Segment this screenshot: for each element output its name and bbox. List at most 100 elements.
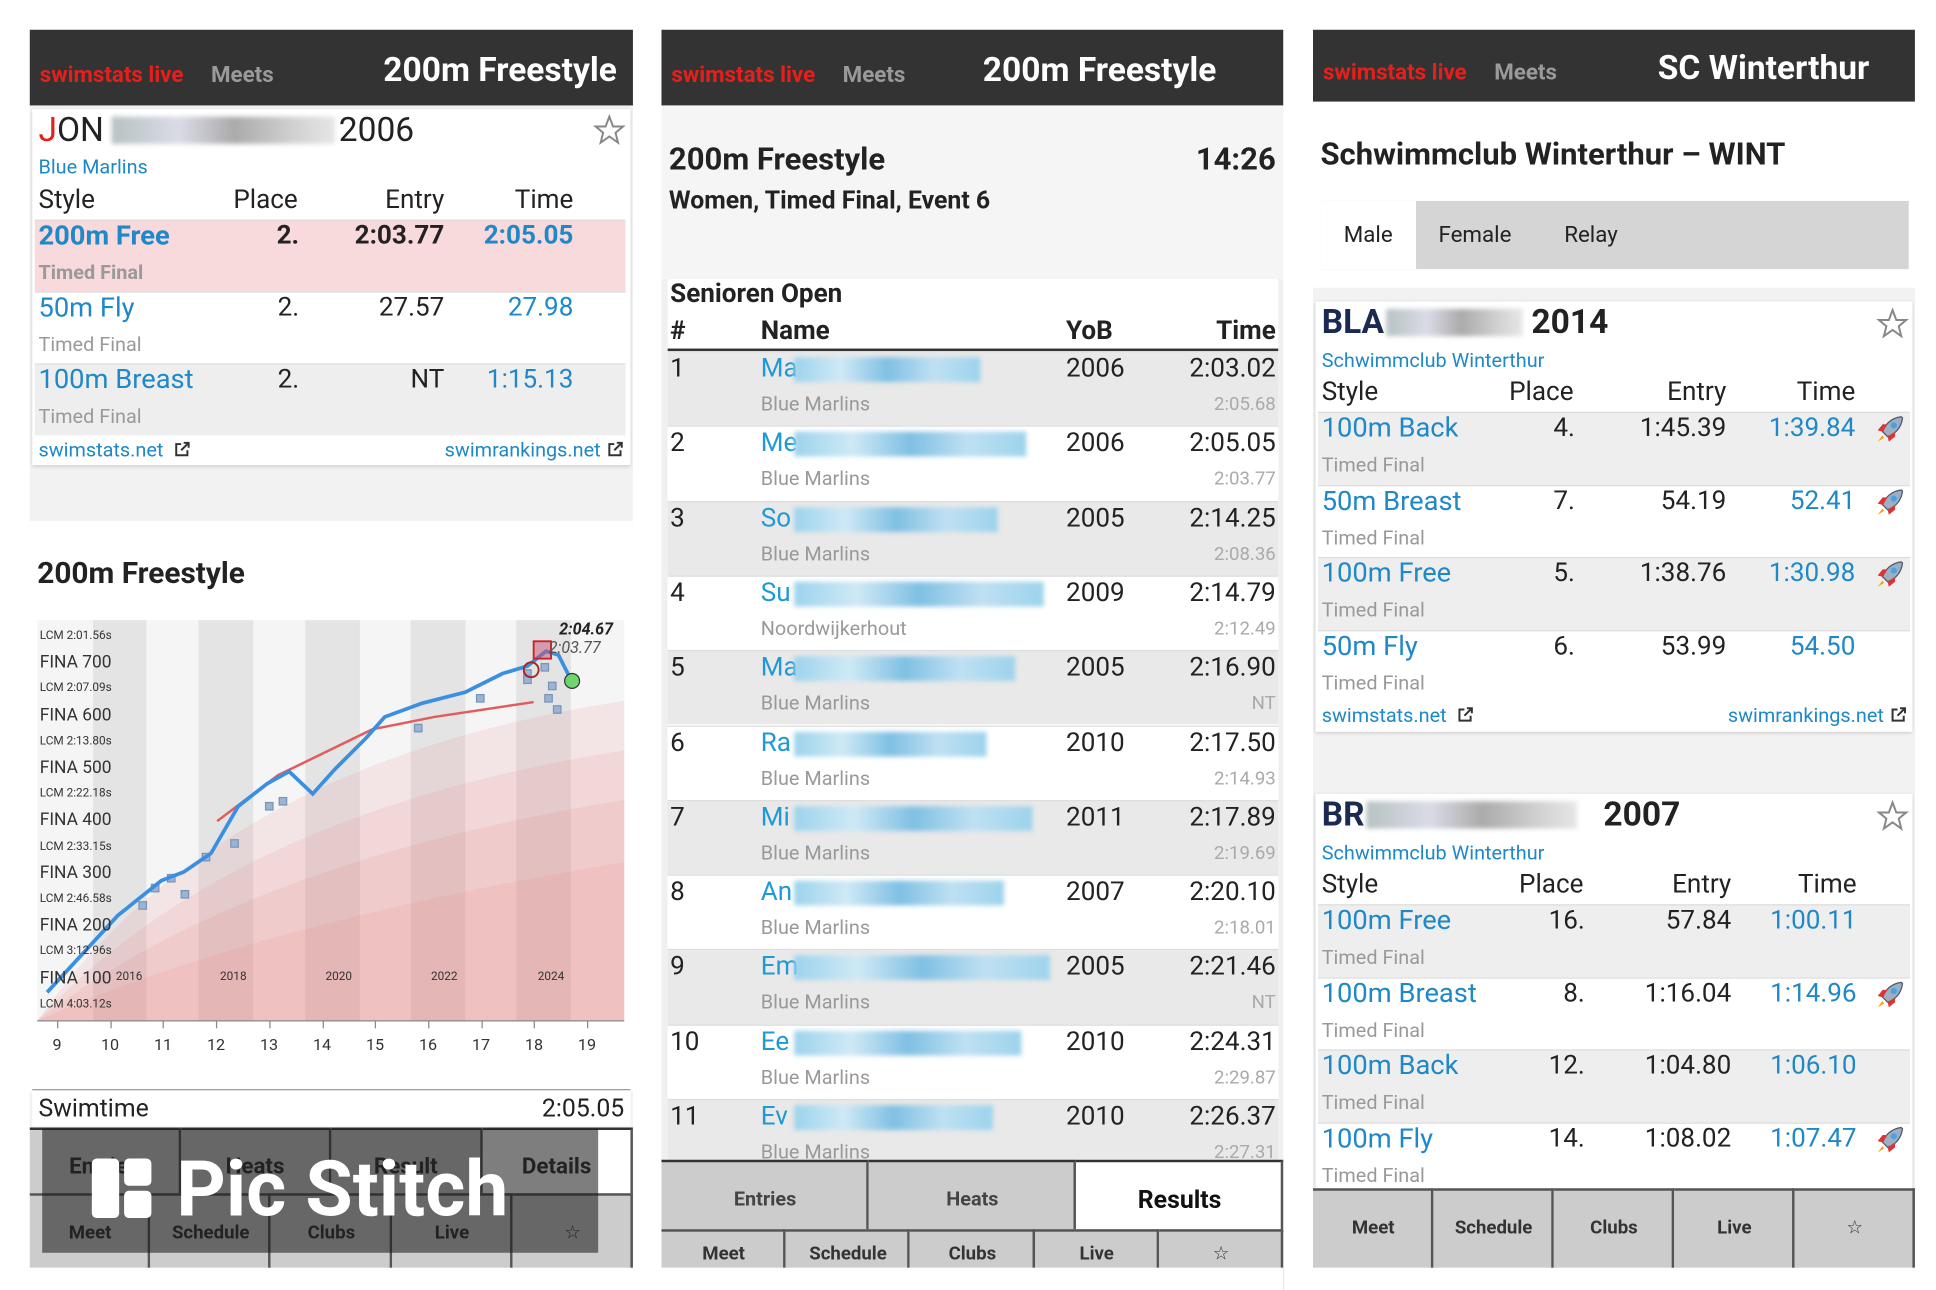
- entry-time: 2:08.36: [1214, 542, 1276, 565]
- brand-logo[interactable]: swimstats live: [671, 61, 816, 88]
- athlete-year: 2007: [1603, 794, 1681, 835]
- swim-time: 54.50: [1789, 631, 1856, 662]
- nav-label[interactable]: Clubs: [948, 1242, 997, 1265]
- swimmer-name[interactable]: Me: [760, 428, 798, 459]
- link-swimrankings[interactable]: swimrankings.net: [444, 437, 601, 462]
- entry-time: 2:27.31: [1214, 1140, 1276, 1163]
- nav-button[interactable]: [1553, 1188, 1675, 1268]
- tab[interactable]: [661, 1159, 869, 1230]
- gender-tab-label[interactable]: Female: [1438, 222, 1512, 249]
- swim-time: 2:05.05: [1189, 428, 1276, 459]
- nav-button[interactable]: [1313, 1188, 1434, 1268]
- swimmer-name[interactable]: Em: [760, 952, 799, 983]
- entry-time: 2:12.49: [1214, 616, 1276, 640]
- athlete-initials: JON: [38, 109, 104, 150]
- swimmer-name[interactable]: Ev: [760, 1102, 788, 1132]
- nav-button[interactable]: [1433, 1188, 1554, 1268]
- chart-x-tick: 16: [418, 1036, 438, 1055]
- rank: 5: [670, 653, 685, 684]
- athlete-club[interactable]: Schwimmclub Winterthur: [1321, 840, 1545, 865]
- athlete-club[interactable]: Blue Marlins: [38, 155, 148, 179]
- swim-time: 1:00.11: [1770, 906, 1857, 936]
- x-tick-mark: [481, 1020, 483, 1029]
- tab-label[interactable]: Heats: [946, 1187, 999, 1211]
- nav-button[interactable]: [1674, 1188, 1795, 1268]
- event-name[interactable]: 100m Free: [1321, 558, 1452, 590]
- nav-label[interactable]: Clubs: [1590, 1216, 1638, 1239]
- club-name: Blue Marlins: [760, 840, 871, 865]
- event-name[interactable]: 100m Back: [1321, 413, 1459, 445]
- nav-meets[interactable]: Meets: [842, 61, 906, 88]
- nav-label[interactable]: Live: [1079, 1242, 1114, 1265]
- brand-logo[interactable]: swimstats live: [1322, 59, 1467, 86]
- gender-tab-label[interactable]: Male: [1343, 222, 1393, 249]
- swim-time: 1:06.10: [1770, 1051, 1857, 1081]
- swimmer-name[interactable]: Ma: [760, 653, 798, 684]
- nav-label[interactable]: Meet: [702, 1242, 745, 1265]
- place: 2.: [277, 293, 300, 324]
- brand-logo[interactable]: swimstats live: [39, 61, 184, 88]
- favorite-star[interactable]: [1876, 800, 1909, 832]
- progress-chart: [37, 620, 625, 1022]
- event-name[interactable]: 100m Free: [1321, 905, 1452, 937]
- event-name[interactable]: 100m Fly: [1321, 1123, 1434, 1155]
- nav-label[interactable]: Schedule: [1454, 1216, 1533, 1239]
- athlete-club[interactable]: Schwimmclub Winterthur: [1321, 348, 1545, 373]
- swimmer-name[interactable]: Ma: [760, 354, 798, 384]
- link-swimstats[interactable]: swimstats.net: [1321, 703, 1447, 727]
- entry-time: NT: [410, 365, 445, 396]
- nav-label[interactable]: Meet: [1351, 1216, 1395, 1239]
- favorite-star[interactable]: [1876, 307, 1909, 340]
- tab[interactable]: [1075, 1159, 1284, 1230]
- nav-meets[interactable]: Meets: [1494, 59, 1557, 86]
- favorite-star[interactable]: [593, 114, 626, 146]
- gender-tabs: [1320, 200, 1909, 270]
- chart-year-label: 2024: [537, 970, 565, 984]
- swimmer-name[interactable]: Ra: [760, 728, 792, 758]
- event-name[interactable]: 50m Fly: [38, 292, 135, 324]
- event-name[interactable]: 50m Fly: [1321, 630, 1418, 662]
- gender-tab[interactable]: [1320, 200, 1417, 270]
- swimmer-name[interactable]: So: [760, 503, 792, 534]
- x-tick-mark: [428, 1020, 430, 1029]
- swim-time: 1:30.98: [1768, 558, 1856, 589]
- entry-time: 2:29.87: [1214, 1065, 1276, 1089]
- swimmer-name[interactable]: An: [760, 877, 793, 908]
- gender-tab-label[interactable]: Relay: [1564, 222, 1618, 249]
- nav-label[interactable]: Live: [1717, 1216, 1752, 1239]
- link-swimrankings[interactable]: swimrankings.net: [1727, 703, 1884, 727]
- column-header: Entry: [1672, 870, 1732, 900]
- nav-button[interactable]: [1794, 1188, 1915, 1268]
- chart-y-label: FINA 200: [39, 915, 112, 936]
- column-header: #: [670, 316, 686, 347]
- event-name[interactable]: 200m Free: [38, 220, 170, 252]
- tab-label[interactable]: Entries: [733, 1187, 797, 1211]
- round-label: Timed Final: [38, 404, 142, 428]
- chart-annotation: 2:04.67: [559, 620, 614, 640]
- nav-label[interactable]: ☆: [1212, 1242, 1230, 1265]
- entry-time: 2:05.68: [1214, 392, 1276, 415]
- nav-label[interactable]: Schedule: [809, 1242, 887, 1265]
- athlete-initials: BLA: [1321, 302, 1385, 342]
- tab-label[interactable]: Results: [1137, 1184, 1222, 1215]
- club-name: Blue Marlins: [760, 691, 871, 715]
- entry-time: NT: [1251, 691, 1276, 715]
- star-icon: [1876, 307, 1909, 339]
- nav-label[interactable]: ☆: [1846, 1216, 1864, 1239]
- swimmer-name[interactable]: Su: [760, 578, 791, 609]
- swimmer-name[interactable]: Mi: [760, 802, 790, 833]
- event-name[interactable]: 100m Breast: [38, 364, 194, 396]
- nav-meets[interactable]: Meets: [210, 61, 274, 88]
- tab[interactable]: [868, 1159, 1076, 1230]
- link-swimstats[interactable]: swimstats.net: [38, 437, 164, 462]
- chart-x-tick: 15: [365, 1036, 385, 1055]
- rank: 6: [670, 728, 685, 758]
- event-name[interactable]: 100m Back: [1321, 1050, 1459, 1082]
- blurred-name: [794, 1030, 1022, 1056]
- age-group: Senioren Open: [670, 279, 843, 310]
- swimmer-name[interactable]: Ee: [760, 1027, 790, 1058]
- event-name[interactable]: 50m Breast: [1321, 485, 1462, 517]
- event-name[interactable]: 100m Breast: [1321, 978, 1477, 1010]
